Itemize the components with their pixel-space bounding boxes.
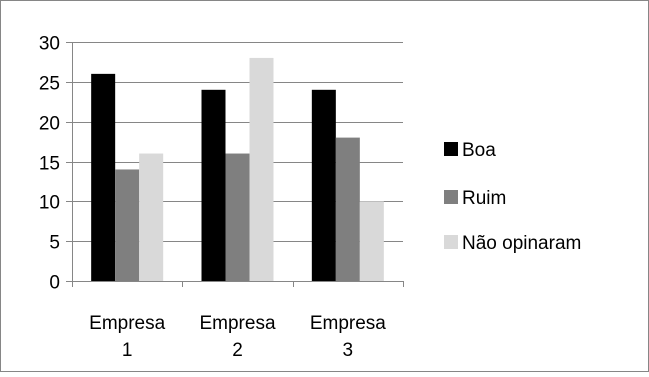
bar-boa-1 (91, 73, 116, 281)
x-tick-label: Empresa 2 (199, 313, 275, 361)
x-tick-labels: Empresa 1 Empresa 2 Empresa 3 (89, 313, 386, 361)
legend-label-ruim: Ruim (462, 188, 506, 209)
x-tick-label-line: Empresa (310, 313, 386, 334)
bar-ruim-3 (335, 137, 360, 281)
x-tick-label-line: Empresa (199, 313, 275, 334)
x-tick-label-line: 2 (232, 340, 243, 361)
legend-swatch-n-o-opinaram (444, 235, 458, 249)
y-tick-label: 30 (39, 34, 60, 55)
y-tick-label: 20 (39, 114, 60, 135)
axes (66, 42, 404, 287)
x-tick-label: Empresa 3 (310, 313, 386, 361)
legend-swatch-ruim (444, 190, 458, 204)
bar-boa-3 (311, 89, 336, 281)
legend: Boa Ruim Não opinaram (444, 140, 581, 254)
bar-n-o-opinaram-3 (359, 201, 384, 281)
x-tick-label-line: 3 (343, 340, 354, 361)
bar-ruim-1 (115, 169, 140, 281)
x-tick-label-line: Empresa (89, 313, 165, 334)
bar-boa-2 (201, 89, 226, 281)
bars (91, 57, 384, 281)
x-tick-label-line: 1 (122, 340, 133, 361)
y-tick-labels: 0 5 10 15 20 25 30 (39, 34, 60, 294)
y-tick-label: 5 (49, 233, 60, 254)
y-tick-label: 10 (39, 193, 60, 214)
y-tick-label: 0 (49, 273, 60, 294)
y-tick-label: 15 (39, 154, 60, 175)
bar-ruim-2 (225, 153, 250, 281)
bar-n-o-opinaram-1 (139, 153, 164, 281)
legend-label-boa: Boa (462, 140, 496, 161)
y-tick-label: 25 (39, 74, 60, 95)
x-tick-label: Empresa 1 (89, 313, 165, 361)
legend-swatch-boa (444, 142, 458, 156)
legend-label-n-o-opinaram: Não opinaram (462, 233, 581, 254)
bar-n-o-opinaram-2 (249, 57, 274, 281)
